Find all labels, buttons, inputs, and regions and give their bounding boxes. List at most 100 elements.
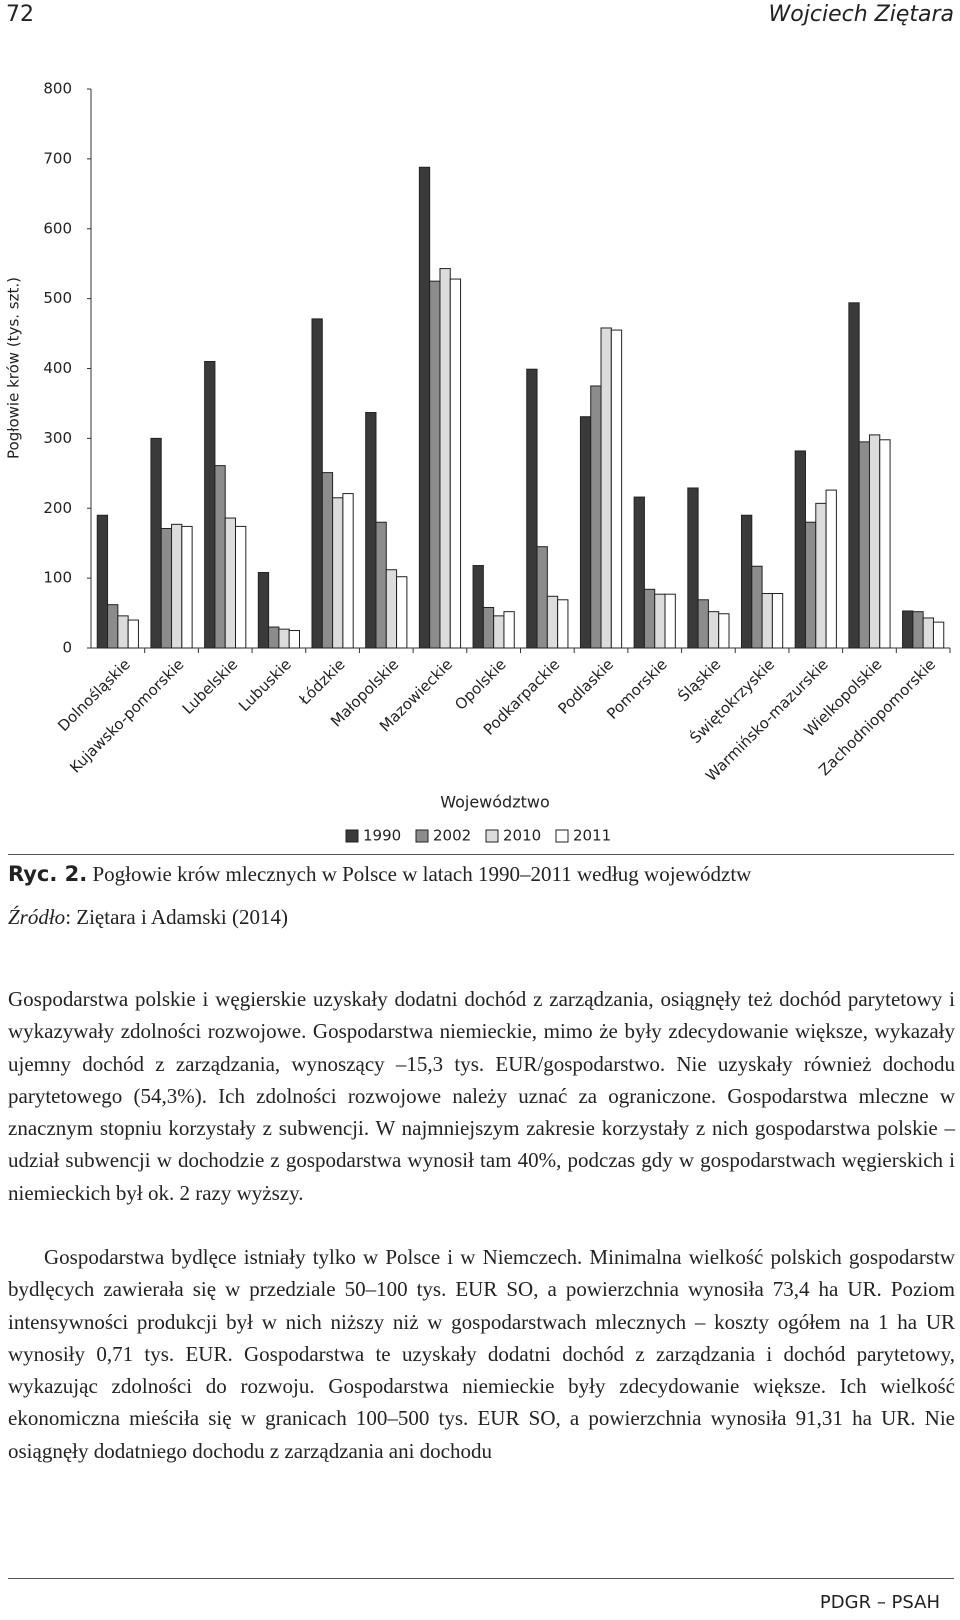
caption: Ryc. 2. Pogłowie krów mlecznych w Polsce…	[8, 862, 751, 887]
x-tick-label: Śląskie	[674, 655, 725, 706]
bar	[546, 595, 559, 649]
bar	[643, 588, 656, 649]
bar	[536, 546, 548, 649]
bar	[740, 514, 753, 649]
bar	[771, 592, 784, 649]
bar	[815, 502, 827, 649]
bar	[257, 572, 270, 649]
bar	[761, 592, 773, 649]
bar	[804, 521, 817, 649]
y-tick-label: 700	[43, 149, 72, 167]
bar	[493, 615, 505, 649]
x-tick-label: Łódzkie	[295, 655, 349, 709]
bar	[557, 599, 569, 649]
bar	[429, 280, 441, 649]
bar	[848, 302, 860, 649]
bar	[751, 565, 763, 649]
bar	[664, 593, 676, 649]
bar	[794, 450, 806, 649]
legend-label: 2011	[573, 827, 611, 845]
legend-swatch	[485, 829, 499, 843]
caption-label: Ryc. 2.	[8, 862, 88, 886]
y-tick-label: 600	[43, 219, 72, 237]
bar	[579, 416, 592, 649]
bar	[526, 368, 538, 649]
footer-rule	[8, 1578, 954, 1579]
bar	[482, 606, 495, 649]
bar	[654, 593, 666, 649]
bar	[472, 565, 484, 649]
y-tick-label: 200	[43, 499, 72, 517]
bar	[932, 621, 945, 649]
y-tick-label: 0	[62, 639, 72, 657]
bar	[697, 599, 709, 649]
bar	[332, 497, 344, 649]
legend-swatch	[555, 829, 569, 843]
x-axis-label: Województwo	[440, 793, 550, 812]
caption-text: Pogłowie krów mlecznych w Polsce w latac…	[87, 862, 752, 886]
footer: PDGR – PSAH	[819, 1592, 940, 1613]
legend-label: 2002	[433, 827, 471, 845]
bar	[268, 626, 280, 649]
bar	[107, 604, 119, 649]
bar	[181, 525, 193, 649]
y-axis-label: Pogłowie krów (tys. szt.)	[5, 277, 23, 459]
source: Źródło: Ziętara i Adamski (2014)	[8, 905, 288, 930]
bar	[385, 569, 398, 649]
bar	[375, 521, 387, 649]
bar	[503, 611, 515, 649]
bar	[633, 496, 645, 649]
chart: Pogłowie krów (tys. szt.) Województwo 0 1…	[5, 80, 951, 845]
bar	[342, 493, 354, 649]
legend-swatch	[345, 829, 359, 843]
page-number: 72	[6, 2, 34, 27]
bar	[321, 472, 334, 649]
bar	[150, 437, 162, 649]
bar	[418, 166, 431, 649]
bar	[214, 465, 226, 649]
author: Wojciech Ziętara	[768, 2, 954, 27]
bar	[858, 441, 870, 649]
bar	[449, 278, 462, 649]
x-tick-label: Lubelskie	[179, 655, 242, 718]
y-tick-label: 800	[43, 80, 72, 98]
y-tick-label: 100	[43, 569, 72, 587]
bar	[707, 611, 720, 649]
paragraph: Gospodarstwa bydlęce istniały tylko w Po…	[8, 1245, 955, 1463]
y-tick-label: 500	[43, 289, 72, 307]
bar	[160, 528, 173, 649]
bar	[687, 487, 699, 649]
bar	[117, 615, 129, 649]
bar	[610, 329, 623, 649]
bar	[278, 628, 290, 649]
bar	[224, 517, 237, 649]
bar	[902, 610, 914, 649]
bar	[879, 439, 891, 649]
bar	[912, 611, 924, 649]
bar	[288, 630, 301, 649]
bar	[171, 523, 183, 649]
bar	[600, 327, 612, 649]
bar	[311, 318, 323, 649]
bar	[96, 514, 109, 649]
legend-swatch	[415, 829, 429, 843]
paragraph: Gospodarstwa polskie i węgierskie uzyska…	[8, 987, 955, 1205]
bar	[235, 525, 247, 649]
source-label: Źródło	[8, 905, 66, 929]
bar	[127, 619, 139, 649]
bar	[365, 412, 377, 649]
bar	[825, 489, 837, 649]
legend-label: 1990	[363, 827, 401, 845]
y-tick-label: 400	[43, 359, 72, 377]
bar	[396, 576, 408, 649]
bar	[718, 613, 730, 649]
bar	[204, 361, 216, 649]
legend-label: 2010	[503, 827, 541, 845]
bar	[868, 434, 881, 649]
rule	[8, 854, 954, 855]
bar	[922, 617, 934, 649]
bar	[439, 268, 451, 649]
x-tick-label: Lubuskie	[235, 655, 295, 715]
bar	[590, 385, 602, 649]
